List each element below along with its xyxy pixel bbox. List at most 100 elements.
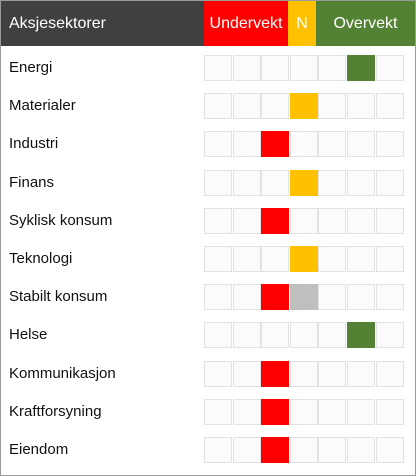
scale-cell (204, 169, 232, 196)
sector-label: Syklisk konsum (9, 211, 113, 229)
scale-cell (204, 131, 232, 158)
scale-cell (204, 322, 232, 349)
scale-cell (289, 398, 318, 425)
scale-cell (347, 169, 375, 196)
sector-row: Industri (1, 125, 415, 163)
scale-cell (232, 55, 261, 81)
weighting-marker (347, 322, 375, 349)
scale-cell (375, 207, 404, 234)
weighting-scale (204, 398, 404, 425)
scale-cell (289, 55, 318, 81)
scale-cell (232, 246, 261, 272)
scale-cell (204, 360, 232, 387)
scale-cell (232, 360, 261, 387)
weighting-scale (204, 284, 404, 311)
scale-cell (289, 360, 318, 387)
weighting-scale (204, 437, 404, 463)
sector-row: Kraftforsyning (1, 393, 415, 431)
sector-row: Energi (1, 49, 415, 87)
scale-cell (232, 207, 261, 234)
weighting-marker (261, 284, 290, 311)
sector-label: Helse (9, 326, 48, 344)
scale-cell (318, 207, 347, 234)
scale-cell (347, 246, 375, 272)
scale-cell (204, 284, 232, 311)
header-title: Aksjesektorer (1, 1, 204, 46)
scale-cell (318, 131, 347, 158)
scale-cell (318, 246, 347, 272)
scale-cell (261, 246, 290, 272)
scale-cell (204, 246, 232, 272)
scale-cell (347, 93, 375, 120)
weighting-marker (289, 246, 318, 272)
scale-cell (232, 398, 261, 425)
scale-cell (204, 93, 232, 120)
scale-cell (261, 55, 290, 81)
weighting-scale (204, 246, 404, 272)
sector-label: Finans (9, 173, 55, 191)
scale-cell (318, 437, 347, 463)
scale-cell (347, 131, 375, 158)
scale-cell (347, 284, 375, 311)
scale-cell (204, 398, 232, 425)
scale-cell (375, 246, 404, 272)
weighting-marker (261, 437, 290, 463)
weighting-marker (261, 131, 290, 158)
scale-cell (318, 284, 347, 311)
weighting-marker (261, 398, 290, 425)
scale-cell (318, 360, 347, 387)
sector-row: Teknologi (1, 240, 415, 278)
weighting-marker (261, 207, 290, 234)
sector-label: Materialer (9, 97, 76, 115)
scale-cell (232, 322, 261, 349)
scale-cell (318, 398, 347, 425)
scale-cell (375, 169, 404, 196)
scale-cell (375, 131, 404, 158)
scale-cell (232, 169, 261, 196)
scale-cell (347, 207, 375, 234)
scale-cell (375, 437, 404, 463)
weighting-scale (204, 322, 404, 349)
sector-label: Teknologi (9, 250, 73, 267)
weighting-marker (347, 55, 375, 81)
scale-cell (289, 131, 318, 158)
weighting-marker (261, 360, 290, 387)
scale-cell (204, 437, 232, 463)
header-underweight: Undervekt (204, 1, 288, 46)
sector-row: Eiendom (1, 431, 415, 469)
previous-weighting-marker (289, 284, 318, 311)
sector-label: Industri (9, 135, 59, 153)
sector-row: Helse (1, 316, 415, 354)
weighting-scale (204, 55, 404, 81)
weighting-scale (204, 360, 404, 387)
scale-cell (204, 207, 232, 234)
weighting-scale (204, 131, 404, 158)
scale-cell (375, 55, 404, 81)
scale-cell (232, 437, 261, 463)
header-neutral: N (288, 1, 316, 46)
sector-row: Syklisk konsum (1, 202, 415, 240)
weighting-marker (289, 169, 318, 196)
scale-cell (375, 360, 404, 387)
scale-cell (289, 207, 318, 234)
scale-cell (318, 169, 347, 196)
scale-cell (232, 131, 261, 158)
scale-cell (318, 93, 347, 120)
header-overweight: Overvekt (316, 1, 415, 46)
sector-row: Materialer (1, 87, 415, 125)
table-header: Aksjesektorer Undervekt N Overvekt (1, 1, 415, 46)
sector-label: Kommunikasjon (9, 364, 116, 382)
sector-label: Eiendom (9, 441, 69, 458)
scale-cell (375, 322, 404, 349)
sector-label: Stabilt konsum (9, 288, 108, 306)
weighting-scale (204, 169, 404, 196)
sector-label: Energi (9, 59, 53, 76)
weighting-marker (289, 93, 318, 120)
scale-cell (232, 284, 261, 311)
sector-row: Finans (1, 164, 415, 202)
sector-row: Kommunikasjon (1, 355, 415, 393)
scale-cell (261, 93, 290, 120)
scale-cell (289, 322, 318, 349)
scale-cell (261, 322, 290, 349)
scale-cell (204, 55, 232, 81)
